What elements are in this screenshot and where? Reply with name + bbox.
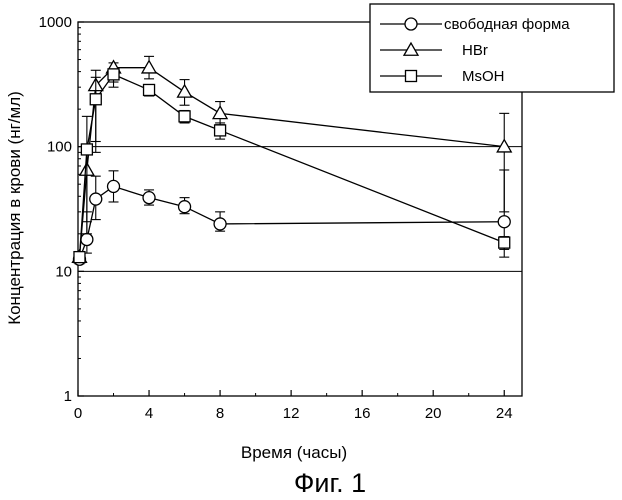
series-circle: [72, 169, 511, 266]
figure-caption: Фиг. 1: [294, 468, 366, 498]
legend-entry: MsOH: [380, 68, 505, 85]
square-marker: [498, 236, 511, 249]
y-tick-label: 1000: [39, 14, 72, 31]
square-marker: [107, 68, 120, 81]
x-axis-title: Время (часы): [241, 443, 347, 462]
series-square: [73, 68, 511, 264]
y-tick-label: 1: [64, 388, 72, 405]
triangle-marker: [211, 105, 229, 120]
x-tick-label: 4: [145, 405, 153, 422]
circle-marker: [106, 179, 121, 194]
x-tick-label: 16: [354, 405, 371, 422]
x-tick-label: 24: [496, 405, 513, 422]
circle-marker: [80, 232, 94, 247]
square-marker: [89, 93, 102, 106]
x-tick-label: 8: [216, 405, 224, 422]
legend-label: HBr: [462, 42, 488, 59]
circle-marker: [89, 192, 103, 206]
legend-label: свободная форма: [444, 16, 570, 33]
legend-entry: свободная форма: [380, 16, 570, 33]
square-marker: [80, 143, 94, 156]
square-marker: [73, 250, 86, 264]
square-marker: [178, 110, 191, 123]
plot-frame: [77, 21, 523, 397]
circle-marker: [497, 215, 511, 229]
x-tick-label: 0: [74, 405, 82, 422]
gridlines: [78, 146, 522, 272]
square-marker: [404, 69, 418, 83]
triangle-marker: [140, 59, 158, 74]
legend-entry: HBr: [380, 41, 488, 59]
triangle-marker: [496, 138, 513, 153]
circle-marker: [404, 17, 418, 31]
circle-marker: [142, 190, 156, 205]
axis-ticks: 0 4 8 12 16 20 24 1 10 100 1000: [39, 14, 513, 422]
triangle-marker: [176, 83, 193, 98]
x-tick-label: 12: [283, 405, 300, 422]
triangle-marker: [402, 41, 420, 56]
square-marker: [213, 124, 227, 137]
square-marker: [142, 83, 156, 97]
circle-marker: [177, 200, 192, 214]
legend-label: MsOH: [462, 68, 505, 85]
y-tick-label: 100: [47, 139, 72, 156]
series-layer: [71, 55, 513, 266]
circle-marker: [213, 217, 227, 231]
plot-area: [77, 21, 523, 397]
legend: свободная форма HBr MsOH: [369, 3, 615, 93]
series-line: [78, 67, 505, 258]
y-tick-label: 10: [55, 263, 72, 280]
x-tick-label: 20: [425, 405, 442, 422]
y-axis-title: Концентрация в крови (нг/мл): [5, 91, 24, 325]
series-line: [78, 73, 505, 258]
